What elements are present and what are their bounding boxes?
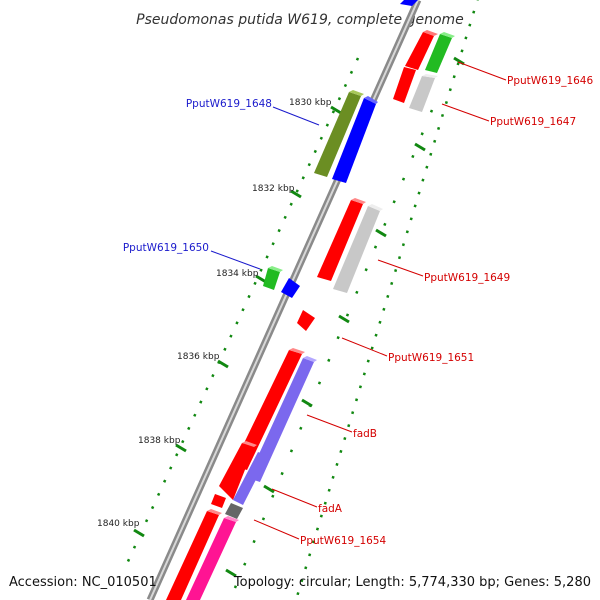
tick-1830: 1830 kbp <box>289 98 342 115</box>
gene-pputw619-1646[interactable] <box>425 32 455 73</box>
label-1650[interactable]: PputW619_1650 <box>123 242 261 270</box>
gene-red-tiny[interactable] <box>211 494 226 508</box>
gene-red-top[interactable] <box>405 30 438 70</box>
gene-label: fadB <box>353 428 377 440</box>
gene-red-fadA[interactable] <box>219 441 257 500</box>
gene-label: PputW619_1651 <box>388 352 474 364</box>
gene-red-small[interactable] <box>393 67 416 103</box>
label-1654[interactable]: PputW619_1654 <box>253 519 386 547</box>
gene-label: PputW619_1648 <box>186 98 272 110</box>
label-1646[interactable]: PputW619_1646 <box>457 61 593 87</box>
gene-fadA[interactable] <box>233 452 268 505</box>
gene-label: PputW619_1654 <box>300 535 386 547</box>
gene-label: PputW619_1646 <box>507 75 593 87</box>
gene-label: PputW619_1649 <box>424 272 510 284</box>
gene-pputw619-1647[interactable] <box>409 74 438 112</box>
gene-pputw619-1648[interactable] <box>314 90 364 177</box>
label-1649[interactable]: PputW619_1649 <box>377 259 510 284</box>
gene-label: PputW619_1647 <box>490 116 576 128</box>
label-fadA[interactable]: fadA <box>271 488 343 515</box>
gene-pputw619-1654[interactable] <box>225 503 243 519</box>
tick-1834: 1834 kbp <box>216 269 267 284</box>
tick-label: 1838 kbp <box>138 436 181 446</box>
tick-label: 1830 kbp <box>289 98 332 108</box>
label-1648[interactable]: PputW619_1648 <box>186 98 320 126</box>
tick-1840: 1840 kbp <box>97 519 145 538</box>
tick-1832: 1832 kbp <box>252 184 302 199</box>
genome-summary-text: Topology: circular; Length: 5,774,330 bp… <box>233 575 591 590</box>
mid-dotted-ring <box>228 109 434 600</box>
gene-blue-large[interactable] <box>332 96 378 183</box>
gene-top-blue[interactable] <box>400 0 418 6</box>
tick-label: 1840 kbp <box>97 519 140 529</box>
accession-text: Accession: NC_010501 <box>9 575 157 590</box>
tick-label: 1836 kbp <box>177 352 220 362</box>
gene-label: PputW619_1650 <box>123 242 209 254</box>
outer-ring-marks <box>225 56 465 578</box>
tick-1836: 1836 kbp <box>177 352 229 369</box>
gene-pputw619-1649[interactable] <box>333 204 383 293</box>
gene-red-bottom[interactable] <box>166 509 222 600</box>
gene-blue-small[interactable] <box>281 278 300 298</box>
tick-label: 1832 kbp <box>252 184 295 194</box>
gene-red-fadB[interactable] <box>233 348 305 470</box>
gene-fadB[interactable] <box>248 356 317 482</box>
label-1651[interactable]: PputW619_1651 <box>341 337 474 364</box>
tick-1838: 1838 kbp <box>138 436 187 453</box>
genome-backbone <box>146 0 422 600</box>
gene-pink-bottom[interactable] <box>186 516 239 600</box>
gene-pputw619-1651[interactable] <box>297 310 315 331</box>
gene-red-1649[interactable] <box>317 198 366 281</box>
label-fadB[interactable]: fadB <box>306 414 377 440</box>
label-1647[interactable]: PputW619_1647 <box>441 103 576 128</box>
gene-label: fadA <box>318 503 343 515</box>
map-title: Pseudomonas putida W619, complete genome <box>136 12 464 28</box>
tick-label: 1834 kbp <box>216 269 259 279</box>
gene-pputw619-1650[interactable] <box>263 266 283 290</box>
